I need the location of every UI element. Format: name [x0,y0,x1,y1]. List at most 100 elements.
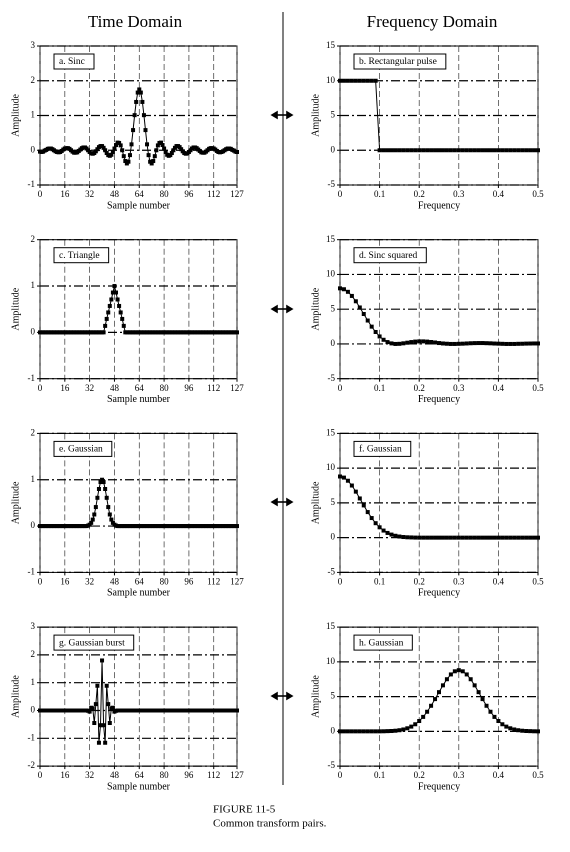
x-tick-label: 64 [135,383,145,393]
data-point [476,690,481,695]
x-tick-label: 0 [38,576,43,586]
data-point [476,341,481,346]
x-axis-label: Sample number [107,394,171,405]
data-point [109,152,114,157]
data-point [353,729,358,734]
x-tick-label: 127 [230,576,244,586]
data-point [460,535,465,540]
annotation-box [353,634,413,651]
data-point [385,340,390,345]
x-tick-label: 0.5 [532,189,544,199]
data-point [338,474,342,479]
x-tick-label: 0.4 [493,383,505,393]
panel-annotation: h. Gaussian [359,638,404,648]
data-point [171,148,176,153]
data-point [369,78,374,83]
data-point [409,724,414,729]
data-point [143,128,148,133]
x-tick-label: 0 [338,383,343,393]
data-point [456,668,461,673]
x-tick-label: 16 [60,189,70,199]
y-tick-label: 0 [331,725,336,735]
data-point [389,148,394,153]
data-point [460,669,465,674]
data-point [425,709,430,714]
data-point [235,524,239,529]
data-point [112,146,117,151]
data-point [417,148,422,153]
x-tick-label: 0.2 [414,770,425,780]
x-tick-label: 80 [160,189,170,199]
data-point [365,318,370,323]
data-point [345,478,350,483]
data-point [500,535,505,540]
data-point [405,148,410,153]
data-point [524,148,529,153]
data-point [235,708,239,713]
data-point [135,90,140,95]
data-point [440,148,445,153]
data-point [417,718,422,723]
x-tick-label: 0.3 [453,189,465,199]
x-tick-label: 96 [184,770,194,780]
data-point [377,334,382,339]
y-tick-label: -1 [28,179,36,189]
x-tick-label: 127 [230,189,244,199]
panel-annotation: b. Rectangular pulse [359,57,437,67]
data-point [397,534,402,539]
y-tick-label: 1 [31,474,36,484]
data-point [476,148,481,153]
figure-number: FIGURE 11-5 [213,804,276,816]
data-point [103,148,108,153]
data-point [369,729,374,734]
x-tick-label: 0.2 [414,189,425,199]
data-point [93,702,98,707]
data-point [472,535,477,540]
x-tick-label: 32 [85,770,94,780]
data-point [381,148,386,153]
data-point [393,341,398,346]
data-point [464,535,469,540]
data-point [338,286,342,291]
data-point [377,525,382,530]
transform-arrows [270,110,294,701]
data-point [496,718,501,723]
data-point [504,535,509,540]
data-point [121,323,126,328]
data-point [121,154,126,159]
data-point [488,341,493,346]
data-point [452,341,457,346]
data-point [520,341,525,346]
annotation-box [353,440,412,457]
data-point [393,728,398,733]
data-point [456,148,461,153]
data-point [512,727,517,732]
data-point [95,495,100,500]
data-point [127,153,132,158]
data-point [92,512,97,517]
x-tick-label: 64 [135,576,145,586]
data-point [528,148,533,153]
data-point [460,148,465,153]
data-point [117,303,122,308]
y-tick-label: -1 [28,732,36,742]
x-tick-label: 64 [135,770,145,780]
data-point [365,78,370,83]
data-point [508,726,513,731]
x-tick-label: 80 [160,576,170,586]
x-tick-label: 0.4 [493,770,505,780]
x-tick-label: 0.2 [414,383,425,393]
x-tick-label: 0.3 [453,576,465,586]
data-point [448,535,453,540]
data-point [409,535,414,540]
data-point [448,672,453,677]
data-point [492,148,497,153]
data-point [472,341,477,346]
x-axis-label: Frequency [418,781,460,792]
x-tick-label: 48 [110,189,120,199]
x-tick-label: 0.4 [493,576,505,586]
data-point [464,148,469,153]
data-point [357,305,362,310]
data-point [357,496,362,501]
